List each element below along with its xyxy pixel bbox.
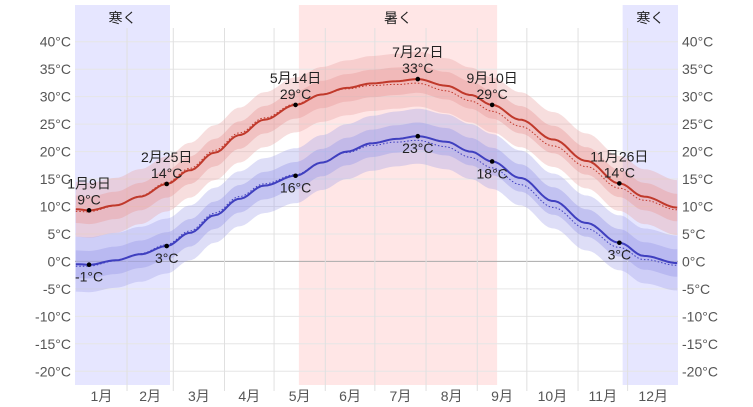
low-value-label: 23°C [402, 140, 433, 156]
high-date-label: 7月27日 [392, 44, 443, 60]
low-marker [164, 243, 169, 249]
high-marker [617, 181, 622, 186]
season-label: 寒く [636, 10, 664, 26]
high-value-label: 14°C [604, 164, 635, 180]
y-tick-label-left: 40°C [40, 34, 71, 50]
x-tick-label: 8月 [441, 388, 463, 404]
high-date-label: 1月9日 [67, 175, 111, 191]
high-marker [86, 208, 92, 213]
x-tick-label: 12月 [638, 388, 668, 404]
x-tick-label: 6月 [339, 388, 361, 404]
high-marker [164, 181, 169, 187]
low-marker [293, 173, 298, 179]
x-tick-label: 3月 [188, 388, 210, 404]
x-tick-label: 10月 [538, 388, 568, 404]
x-tick-label: 9月 [491, 388, 513, 404]
y-tick-label-right: 25°C [682, 116, 713, 132]
y-tick-label-right: -5°C [682, 281, 710, 297]
low-band [75, 108, 678, 293]
y-tick-label-left: 25°C [40, 116, 71, 132]
x-tick-label: 1月 [91, 388, 113, 404]
y-tick-label-right: 20°C [682, 144, 713, 160]
high-value-label: 9°C [77, 191, 101, 207]
x-tick-label: 7月 [390, 388, 412, 404]
low-marker [86, 262, 92, 268]
low-reference-line [75, 139, 678, 267]
high-date-label: 11月26日 [590, 148, 648, 164]
low-value-label: 16°C [280, 180, 311, 196]
y-tick-label-left: -5°C [43, 281, 71, 297]
season-band [622, 5, 678, 385]
low-band [75, 122, 678, 279]
high-date-label: 9月10日 [466, 70, 517, 86]
y-tick-label-right: 0°C [682, 253, 706, 269]
x-tick-label: 11月 [589, 388, 618, 404]
y-tick-label-right: -10°C [682, 308, 718, 324]
low-value-label: 3°C [155, 250, 179, 266]
y-tick-label-left: 35°C [40, 61, 71, 77]
high-band [75, 65, 678, 225]
high-line [75, 78, 678, 212]
x-tick-label: 5月 [289, 388, 311, 404]
season-band [298, 5, 498, 385]
y-tick-label-left: 5°C [48, 226, 72, 242]
high-reference-line [75, 82, 678, 213]
high-band [75, 51, 678, 238]
high-date-label: 2月25日 [141, 149, 192, 165]
high-value-label: 33°C [402, 60, 433, 76]
y-tick-label-right: -20°C [682, 363, 718, 379]
y-tick-label-right: 15°C [682, 171, 713, 187]
season-label: 寒く [108, 10, 136, 26]
x-tick-label: 4月 [238, 388, 260, 404]
low-value-label: 18°C [477, 165, 508, 181]
y-tick-label-left: 10°C [40, 199, 71, 215]
high-date-label: 5月14日 [270, 70, 321, 86]
high-value-label: 29°C [477, 86, 508, 102]
y-tick-label-right: -15°C [682, 336, 718, 352]
low-marker [489, 159, 495, 164]
low-value-label: -1°C [75, 269, 103, 285]
low-value-label: 3°C [608, 247, 632, 263]
y-tick-label-right: 5°C [682, 226, 706, 242]
y-tick-label-right: 10°C [682, 199, 713, 215]
y-tick-label-left: 15°C [40, 171, 71, 187]
y-tick-label-left: 20°C [40, 144, 71, 160]
low-marker [415, 133, 421, 139]
low-line [75, 135, 678, 266]
y-tick-label-left: -15°C [35, 336, 71, 352]
y-tick-label-right: 40°C [682, 34, 713, 50]
y-tick-label-right: 35°C [682, 61, 713, 77]
high-marker [489, 102, 495, 108]
high-marker [293, 102, 298, 108]
low-marker [617, 240, 622, 246]
y-tick-label-left: -10°C [35, 308, 71, 324]
x-tick-label: 2月 [139, 388, 161, 404]
season-label: 暑く [384, 10, 412, 26]
high-value-label: 29°C [280, 86, 311, 102]
y-tick-label-left: 0°C [48, 253, 72, 269]
y-tick-label-left: 30°C [40, 89, 71, 105]
y-tick-label-left: -20°C [35, 363, 71, 379]
high-value-label: 14°C [151, 165, 182, 181]
high-marker [415, 76, 421, 82]
season-band [75, 5, 170, 385]
y-tick-label-right: 30°C [682, 89, 713, 105]
